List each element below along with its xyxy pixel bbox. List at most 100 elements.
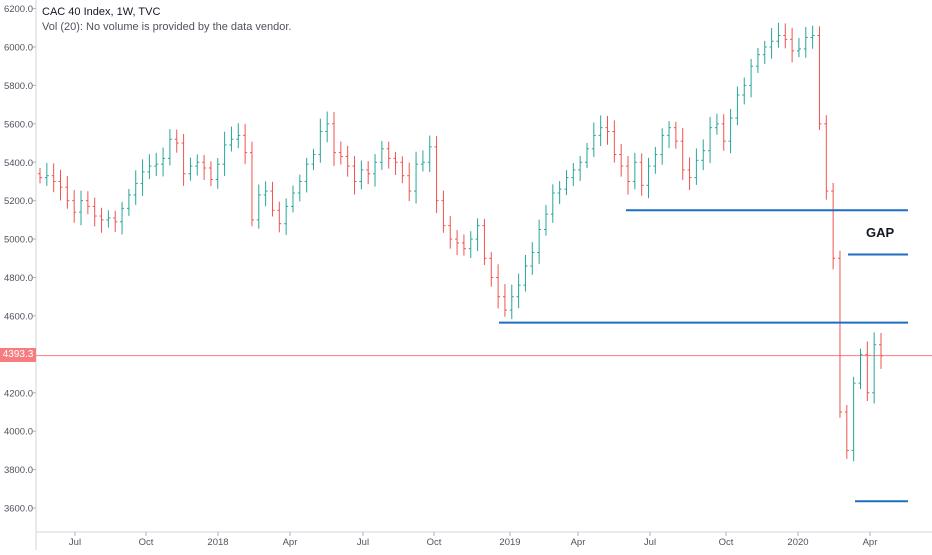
ohlc-bar[interactable] xyxy=(332,112,337,166)
ohlc-bar[interactable] xyxy=(106,210,111,228)
ohlc-bar[interactable] xyxy=(44,162,49,186)
ohlc-bar[interactable] xyxy=(639,153,644,196)
ohlc-bar[interactable] xyxy=(749,58,754,98)
ohlc-bar[interactable] xyxy=(865,341,870,402)
ohlc-bar[interactable] xyxy=(270,181,275,217)
ohlc-bar[interactable] xyxy=(72,190,77,223)
ohlc-bar[interactable] xyxy=(304,157,309,193)
ohlc-bar[interactable] xyxy=(133,170,138,205)
ohlc-bar[interactable] xyxy=(379,141,384,170)
ohlc-bar[interactable] xyxy=(38,168,42,184)
ohlc-bar[interactable] xyxy=(837,250,842,418)
ohlc-bar[interactable] xyxy=(120,201,125,235)
gap-annotation[interactable]: GAP xyxy=(866,225,895,240)
ohlc-bar[interactable] xyxy=(215,158,220,189)
ohlc-bar[interactable] xyxy=(202,154,207,180)
ohlc-bar[interactable] xyxy=(687,157,692,191)
ohlc-bar[interactable] xyxy=(318,118,323,163)
ohlc-bar[interactable] xyxy=(249,141,254,227)
ohlc-bar[interactable] xyxy=(325,111,330,143)
ohlc-bar[interactable] xyxy=(461,234,466,256)
ohlc-bar[interactable] xyxy=(85,191,90,215)
ohlc-bar[interactable] xyxy=(489,252,494,287)
ohlc-bar[interactable] xyxy=(366,161,371,185)
ohlc-bar[interactable] xyxy=(427,135,432,173)
ohlc-bar[interactable] xyxy=(174,129,179,153)
ohlc-bar[interactable] xyxy=(455,230,460,256)
ohlc-bar[interactable] xyxy=(126,188,131,216)
ohlc-bar[interactable] xyxy=(879,333,883,369)
ohlc-bar[interactable] xyxy=(844,405,849,459)
ohlc-bar[interactable] xyxy=(58,169,63,201)
ohlc-bar[interactable] xyxy=(851,376,856,462)
symbol-title[interactable]: CAC 40 Index, 1W, TVC xyxy=(42,6,161,18)
ohlc-bar[interactable] xyxy=(701,139,706,171)
ohlc-bar[interactable] xyxy=(256,184,261,229)
ohlc-bar[interactable] xyxy=(646,157,651,199)
ohlc-bar[interactable] xyxy=(755,47,760,73)
ohlc-bar[interactable] xyxy=(468,231,473,259)
ohlc-bar[interactable] xyxy=(352,156,357,195)
ohlc-bar[interactable] xyxy=(345,145,350,177)
ohlc-bar[interactable] xyxy=(742,77,747,105)
ohlc-bar[interactable] xyxy=(113,210,118,232)
ohlc-bar[interactable] xyxy=(537,219,542,264)
ohlc-bar[interactable] xyxy=(475,218,480,251)
ohlc-bar[interactable] xyxy=(311,148,316,170)
ohlc-bar[interactable] xyxy=(297,174,302,202)
ohlc-bar[interactable] xyxy=(154,152,159,176)
ohlc-bar[interactable] xyxy=(290,185,295,213)
ohlc-bar[interactable] xyxy=(714,113,719,135)
ohlc-bar[interactable] xyxy=(434,136,439,213)
ohlc-bar[interactable] xyxy=(769,27,774,59)
ohlc-bar[interactable] xyxy=(51,163,56,193)
ohlc-bar[interactable] xyxy=(612,120,617,163)
ohlc-bar[interactable] xyxy=(708,116,713,164)
ohlc-bar[interactable] xyxy=(243,123,248,165)
ohlc-bar[interactable] xyxy=(181,134,186,186)
ohlc-bar[interactable] xyxy=(803,27,808,58)
ohlc-bar[interactable] xyxy=(277,201,282,233)
ohlc-bar[interactable] xyxy=(236,123,241,149)
ohlc-bar[interactable] xyxy=(359,160,364,190)
ohlc-bar[interactable] xyxy=(790,27,795,63)
ohlc-bar[interactable] xyxy=(796,37,801,58)
ohlc-bar[interactable] xyxy=(735,86,740,125)
ohlc-bar[interactable] xyxy=(728,109,733,154)
ohlc-bar[interactable] xyxy=(605,115,610,145)
ohlc-bar[interactable] xyxy=(222,131,227,176)
ohlc-bar[interactable] xyxy=(578,155,583,181)
ohlc-bar[interactable] xyxy=(523,255,528,292)
ohlc-bar[interactable] xyxy=(626,156,631,195)
ohlc-bar[interactable] xyxy=(824,115,829,200)
ohlc-bar[interactable] xyxy=(632,152,637,190)
ohlc-bar[interactable] xyxy=(448,216,453,249)
ohlc-bar[interactable] xyxy=(543,204,548,236)
ohlc-bar[interactable] xyxy=(516,273,521,309)
ohlc-bar[interactable] xyxy=(147,154,152,180)
ohlc-bar[interactable] xyxy=(557,181,562,205)
ohlc-bar[interactable] xyxy=(667,121,672,149)
ohlc-bar[interactable] xyxy=(817,26,822,130)
ohlc-bar[interactable] xyxy=(550,184,555,223)
ohlc-bar[interactable] xyxy=(776,22,781,48)
ohlc-bar[interactable] xyxy=(441,190,446,233)
ohlc-bar[interactable] xyxy=(496,264,501,309)
ohlc-bar[interactable] xyxy=(721,114,726,151)
ohlc-bar[interactable] xyxy=(65,176,70,209)
ohlc-bar[interactable] xyxy=(591,122,596,158)
ohlc-bar[interactable] xyxy=(263,181,268,207)
ohlc-bar[interactable] xyxy=(284,198,289,235)
ohlc-bar[interactable] xyxy=(167,129,172,166)
ohlc-bar[interactable] xyxy=(872,332,877,404)
ohlc-bar[interactable] xyxy=(208,161,213,187)
ohlc-bar[interactable] xyxy=(338,141,343,165)
ohlc-bar[interactable] xyxy=(762,40,767,64)
ohlc-bar[interactable] xyxy=(858,348,863,389)
ohlc-bar[interactable] xyxy=(79,190,84,226)
ohlc-bar[interactable] xyxy=(653,146,658,174)
ohlc-bar[interactable] xyxy=(229,126,234,152)
ohlc-bar[interactable] xyxy=(598,115,603,147)
